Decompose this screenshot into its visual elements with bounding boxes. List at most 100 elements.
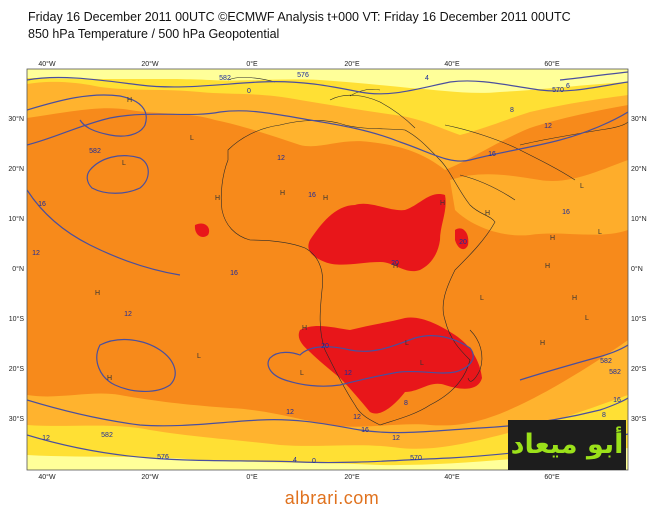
contour-value-label: 12 [42,435,50,442]
latitude-label: 20°N [8,165,24,173]
longitude-label: 40°W [38,473,56,481]
longitude-label: 60°E [544,473,560,481]
contour-value-label: 582 [609,369,621,376]
geopotential-contours [27,71,628,464]
svg-text:L: L [190,135,194,142]
longitude-label: 20°E [344,473,360,481]
contour-value-label: 16 [562,209,570,216]
contour-value-label: 6 [566,83,570,90]
contour-value-label: 576 [157,454,169,461]
latitude-label: 0°N [12,265,24,273]
svg-text:H: H [323,195,328,202]
svg-text:H: H [540,340,545,347]
contour-value-label: 20 [321,343,329,350]
latitude-label: 10°S [9,315,25,323]
contour-value-label: 12 [32,250,40,257]
latitude-label: 10°N [8,215,24,223]
longitude-label: 0°E [246,60,258,68]
latitude-labels-right: 30°N 20°N 10°N 0°N 10°S 20°S 30°S [631,115,647,423]
longitude-labels-top: 40°W 20°W 0°E 20°E 40°E 60°E [38,60,560,68]
contour-value-label: 4 [425,75,429,82]
temperature-field [27,69,628,470]
svg-text:H: H [107,375,112,382]
contour-value-label: 12 [544,123,552,130]
contour-value-label: 8 [602,412,606,419]
contour-value-label: 570 [410,455,422,462]
watermark-logo: أبو ميعاد [508,420,626,470]
contour-value-label: 8 [510,107,514,114]
contour-value-label: 570 [552,87,564,94]
longitude-label: 60°E [544,60,560,68]
svg-text:H: H [572,295,577,302]
map-title: Friday 16 December 2011 00UTC ©ECMWF Ana… [28,10,571,24]
longitude-labels-bottom: 40°W 20°W 0°E 20°E 40°E 60°E [38,473,560,481]
svg-text:H: H [550,235,555,242]
svg-text:H: H [280,190,285,197]
svg-text:H: H [127,97,132,104]
contour-value-label: 0 [247,88,251,95]
svg-text:L: L [300,370,304,377]
svg-text:L: L [480,295,484,302]
pressure-markers: H L L H H H H H H L H L H L L L L L H H H H H L [95,97,602,382]
longitude-label: 40°E [444,60,460,68]
latitude-label: 30°N [8,115,24,123]
contour-value-label: 20 [391,260,399,267]
contour-value-label: 4 [293,457,297,464]
contour-value-label: 16 [230,270,238,277]
contour-value-label: 582 [219,75,231,82]
latitude-label: 30°S [9,415,25,423]
svg-text:L: L [585,315,589,322]
latitude-label: 20°S [631,365,647,373]
latitude-label: 20°N [631,165,647,173]
latitude-label: 10°N [631,215,647,223]
svg-text:H: H [302,325,307,332]
svg-text:L: L [197,353,201,360]
contour-value-label: 16 [308,192,316,199]
svg-text:H: H [440,200,445,207]
longitude-label: 40°E [444,473,460,481]
svg-text:H: H [393,263,398,270]
latitude-label: 30°S [631,415,647,423]
longitude-label: 20°E [344,60,360,68]
contour-value-label: 8 [404,400,408,407]
map-frame [26,68,629,471]
contour-value-label: 582 [101,432,113,439]
svg-text:L: L [580,183,584,190]
contour-value-label: 16 [38,201,46,208]
contour-value-label: 12 [286,409,294,416]
contour-value-label: 16 [488,151,496,158]
svg-text:L: L [420,360,424,367]
contour-value-label: 12 [124,311,132,318]
contour-labels: 582 5760481216205701612582121616162012201… [32,72,621,470]
contour-value-label: 12 [277,155,285,162]
svg-text:H: H [215,195,220,202]
map-subtitle: 850 hPa Temperature / 500 hPa Geopotenti… [28,27,280,41]
svg-text:L: L [405,340,409,347]
contour-value-label: 16 [361,427,369,434]
contour-value-label: 582 [600,358,612,365]
contour-value-label: 582 [89,148,101,155]
latitude-label: 30°N [631,115,647,123]
svg-text:H: H [545,263,550,270]
latitude-labels-left: 30°N 20°N 10°N 0°N 10°S 20°S 30°S [8,115,24,423]
contour-value-label: 20 [459,239,467,246]
longitude-label: 20°W [141,473,159,481]
contour-value-label: 576 [297,72,309,79]
contour-value-label: 16 [613,397,621,404]
contour-value-label: 12 [344,370,352,377]
longitude-label: 0°E [246,473,258,481]
longitude-label: 40°W [38,60,56,68]
contour-value-label: 12 [353,414,361,421]
svg-text:H: H [95,290,100,297]
contour-value-label: 12 [392,435,400,442]
latitude-label: 20°S [9,365,25,373]
svg-text:H: H [485,210,490,217]
latitude-label: 10°S [631,315,647,323]
svg-text:L: L [598,229,602,236]
contour-value-label: 0 [312,458,316,465]
footer-site-link[interactable]: albrari.com [284,488,380,508]
latitude-label: 0°N [631,265,643,273]
svg-text:L: L [122,160,126,167]
